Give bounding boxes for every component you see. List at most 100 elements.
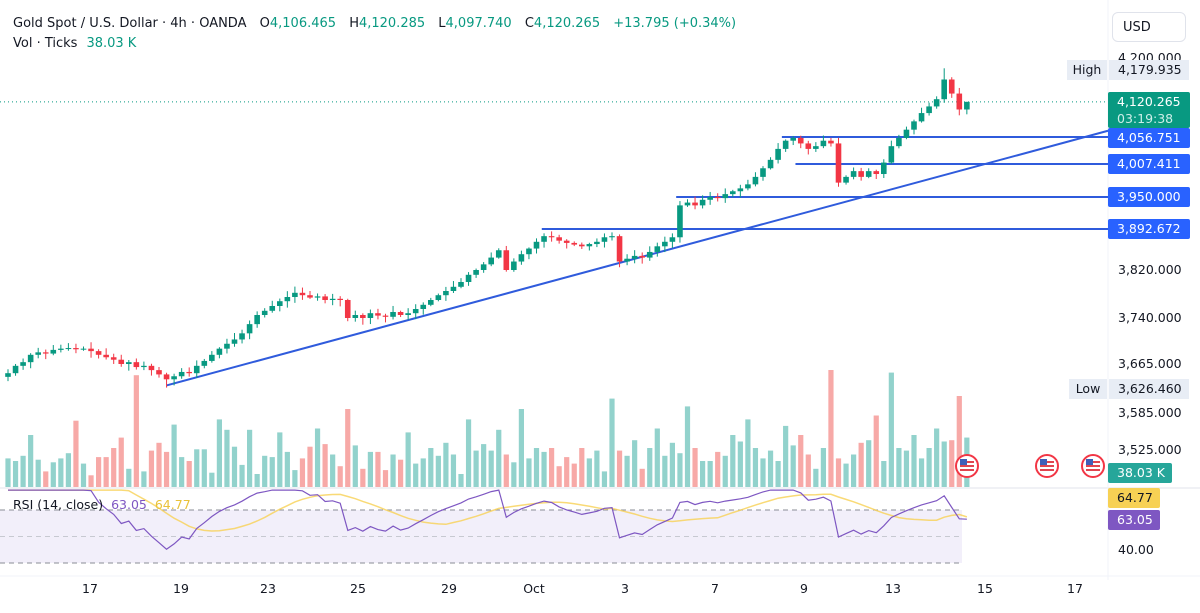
volume-bar: [820, 448, 826, 487]
candle-body: [65, 348, 72, 350]
candle-body: [27, 354, 34, 363]
candle-body: [20, 362, 26, 366]
candle-body: [73, 348, 79, 350]
candle-body: [375, 313, 381, 316]
level-badge[interactable]: 4,007.411: [1108, 154, 1190, 174]
price-tick: 3,820.000: [1118, 262, 1182, 277]
volume-bar: [390, 454, 396, 487]
rsi-legend[interactable]: RSI (14, close) 63.05 64.77: [13, 497, 191, 512]
candle-body: [156, 370, 162, 375]
candle-body: [88, 348, 94, 352]
candle-body: [964, 101, 970, 110]
us-event-flag-icon[interactable]: [1081, 454, 1105, 478]
time-label: 25: [350, 581, 366, 596]
volume-bar: [767, 450, 774, 487]
volume-bar: [571, 463, 577, 487]
candle-body: [352, 315, 359, 318]
volume-bar: [888, 372, 894, 487]
volume-bar: [918, 458, 925, 487]
candle-body: [186, 371, 192, 374]
candle-body: [820, 140, 827, 147]
volume-bar: [216, 419, 222, 487]
volume-bar: [80, 463, 87, 487]
low-value: 3,626.460: [1109, 379, 1189, 399]
candle-body: [133, 362, 140, 368]
candle-body: [865, 171, 872, 177]
candle-body: [850, 171, 857, 177]
candle-body: [677, 205, 683, 238]
candle-body: [329, 298, 336, 300]
candle-body: [548, 236, 555, 238]
candle-body: [224, 343, 230, 349]
volume-bar: [843, 463, 849, 487]
volume-label[interactable]: Vol · Ticks: [13, 36, 78, 51]
volume-bar: [601, 471, 608, 487]
candle-body: [261, 310, 268, 315]
candle-body: [941, 79, 947, 100]
candle-body: [307, 295, 313, 298]
volume-bar: [654, 428, 660, 487]
volume-bar: [526, 458, 532, 487]
candle-body: [933, 99, 940, 107]
volume-bar: [851, 454, 857, 487]
volume-bar: [163, 451, 170, 487]
candle-body: [631, 255, 638, 259]
candle-body: [239, 333, 245, 340]
candle-body: [80, 348, 87, 350]
volume-bar: [307, 446, 313, 487]
candle-body: [488, 257, 494, 265]
volume-bar: [428, 448, 434, 487]
price-tick: 3,585.000: [1118, 405, 1182, 420]
volume-bar: [292, 470, 298, 487]
volume-bar: [239, 464, 245, 487]
candle-body: [609, 236, 615, 238]
volume-bar: [896, 448, 902, 487]
level-badge[interactable]: 3,892.672: [1108, 219, 1190, 239]
candle-body: [299, 292, 306, 296]
volume-bar: [586, 458, 592, 487]
volume-bar: [186, 461, 192, 487]
volume-bar: [5, 458, 11, 487]
candle-body: [563, 240, 570, 243]
volume-bar: [201, 449, 207, 487]
volume-bar: [277, 432, 283, 487]
volume-bar: [722, 455, 728, 487]
open-label: O: [259, 16, 270, 31]
candle-body: [58, 348, 64, 350]
currency-button[interactable]: USD: [1112, 12, 1186, 42]
level-badge[interactable]: 3,950.000: [1108, 187, 1190, 207]
symbol-title[interactable]: Gold Spot / U.S. Dollar · 4h · OANDA: [13, 16, 247, 31]
volume-bar: [481, 444, 487, 487]
volume-bar: [805, 454, 811, 487]
candle-body: [601, 237, 608, 242]
candle-body: [541, 236, 547, 242]
volume-bar: [956, 396, 962, 487]
volume-bar: [518, 409, 524, 487]
candle-body: [473, 270, 479, 275]
volume-bar: [73, 420, 79, 487]
volume-bar: [707, 461, 713, 487]
volume-bar: [360, 468, 366, 487]
candle-body: [918, 113, 925, 122]
volume-bar: [533, 448, 540, 487]
last-price: 4,120.265: [1117, 94, 1181, 109]
high-value: 4,120.285: [358, 16, 426, 31]
rsi-ma-line: [8, 489, 968, 532]
volume-bar: [322, 444, 328, 487]
volume-bar: [465, 419, 472, 487]
candle-body: [692, 202, 698, 206]
candle-body: [579, 244, 585, 247]
volume-bar: [737, 441, 743, 487]
volume-bar: [473, 450, 479, 487]
candle-body: [95, 351, 102, 355]
rsi-tick: 40.00: [1118, 542, 1154, 557]
candle-body: [903, 129, 910, 138]
us-event-flag-icon[interactable]: [1035, 454, 1059, 478]
volume-bar: [511, 462, 517, 487]
candle-body: [707, 197, 713, 200]
time-label: Oct: [523, 581, 545, 596]
level-badge[interactable]: 4,056.751: [1108, 128, 1190, 148]
volume-bar: [835, 458, 842, 487]
us-event-flag-icon[interactable]: [955, 454, 979, 478]
